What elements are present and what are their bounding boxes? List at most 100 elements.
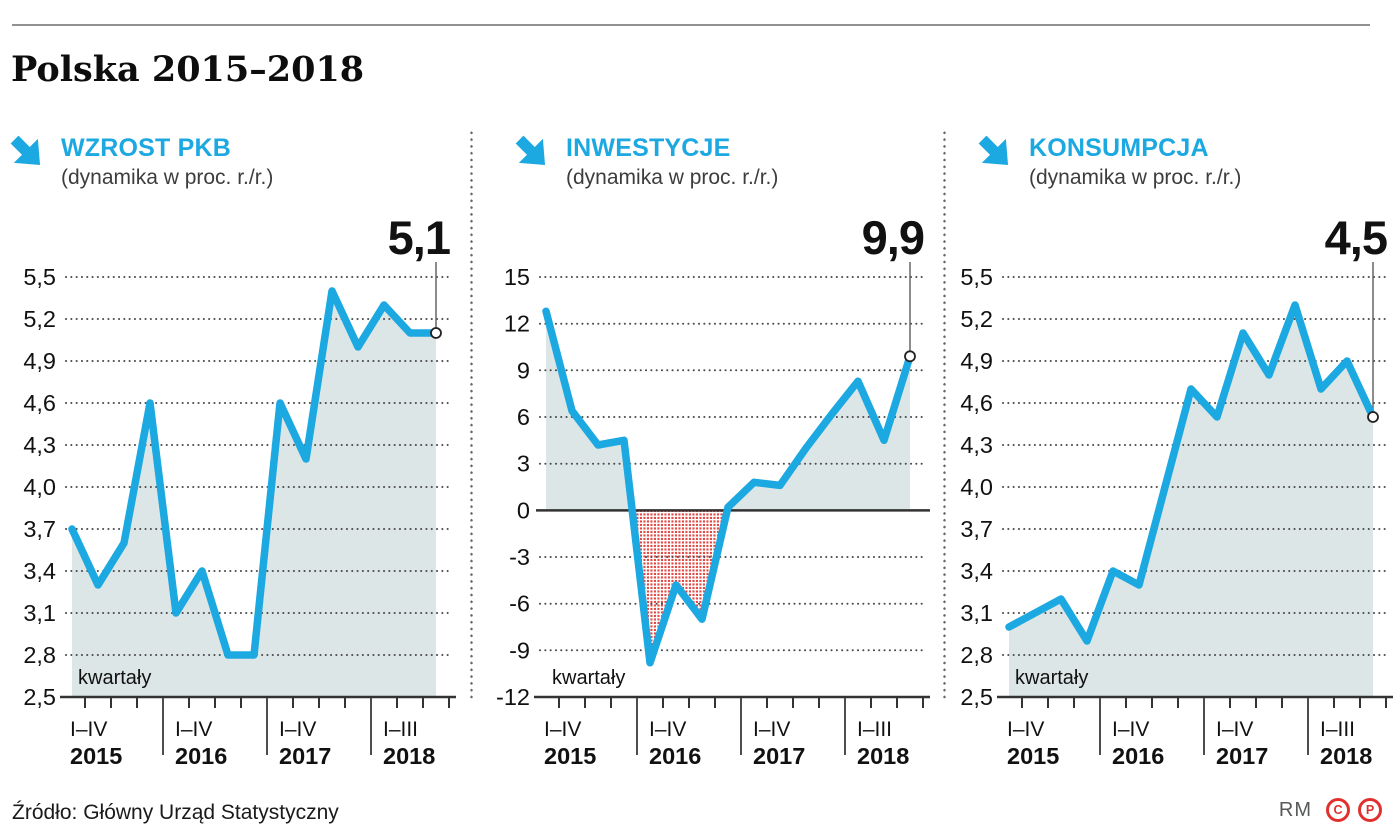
svg-text:4,0: 4,0	[960, 474, 993, 500]
area-fills	[72, 291, 436, 697]
x-group-quarters-label: I–IV	[1112, 718, 1149, 741]
svg-text:12: 12	[504, 311, 530, 337]
panel-consumption: KONSUMPCJA (dynamika w proc. r./r.) I–IV…	[945, 128, 1400, 780]
panel-investments: INWESTYCJE (dynamika w proc. r./r.) I–IV…	[482, 128, 940, 780]
svg-text:3,4: 3,4	[23, 558, 56, 584]
svg-text:4,9: 4,9	[23, 348, 56, 374]
svg-text:5,5: 5,5	[23, 264, 56, 290]
svg-text:2,8: 2,8	[960, 642, 993, 668]
svg-text:3,1: 3,1	[23, 600, 56, 626]
series-line	[68, 287, 440, 659]
y-axis-labels: 5,5 5,2 4,9 4,6 4,3 4,0 3,7 3,4 3,1 2,8 2,5	[960, 264, 993, 710]
svg-text:5,2: 5,2	[960, 306, 993, 332]
x-group-year-label: 2018	[383, 743, 435, 769]
panel-gdp-header-text: WZROST PKB (dynamika w proc. r./r.)	[61, 133, 273, 191]
series-area-fill	[1009, 305, 1373, 697]
svg-text:4,6: 4,6	[960, 390, 993, 416]
svg-text:4,3: 4,3	[960, 432, 993, 458]
svg-text:3,7: 3,7	[960, 516, 993, 542]
x-group-year-label: 2015	[1007, 743, 1059, 769]
panel-gdp: WZROST PKB (dynamika w proc. r./r.) I–IV…	[8, 128, 466, 780]
x-group-year-label: 2018	[857, 743, 909, 769]
panel-investments-title: INWESTYCJE	[566, 134, 731, 162]
end-value-label: 4,5	[1325, 211, 1387, 264]
panel-divider-1	[470, 130, 473, 700]
end-marker	[1367, 411, 1379, 423]
arrow-down-right-icon	[976, 133, 1016, 173]
svg-text:4,0: 4,0	[23, 474, 56, 500]
svg-text:3,4: 3,4	[960, 558, 993, 584]
x-group-year-label: 2017	[279, 743, 331, 769]
x-axis-note: kwartały	[552, 667, 625, 689]
svg-text:4,3: 4,3	[23, 432, 56, 458]
panel-gdp-header: WZROST PKB (dynamika w proc. r./r.)	[8, 128, 466, 205]
area-fills	[1009, 305, 1373, 697]
gdp-line-chart: I–IV2015I–IV2016I–IV2017I–III20185,55,24…	[23, 211, 456, 769]
svg-text:4,6: 4,6	[23, 390, 56, 416]
panel-divider-2	[943, 130, 946, 700]
svg-text:2,8: 2,8	[23, 642, 56, 668]
x-group-year-label: 2018	[1320, 743, 1372, 769]
x-group-quarters-label: I–IV	[1216, 718, 1253, 741]
copyright-c-icon: C	[1326, 798, 1350, 822]
svg-text:0: 0	[517, 497, 530, 523]
x-group-quarters-label: I–IV	[544, 718, 581, 741]
top-rule	[12, 24, 1370, 26]
svg-text:9: 9	[517, 357, 530, 383]
gridlines	[1002, 276, 1386, 656]
y-axis-labels: 15 12 9 6 3 0 -3 -6 -9 -12	[496, 264, 530, 710]
svg-text:2,5: 2,5	[960, 684, 993, 710]
panel-consumption-title: KONSUMPCJA	[1029, 134, 1209, 162]
svg-text:5,2: 5,2	[23, 306, 56, 332]
svg-text:3: 3	[517, 451, 530, 477]
x-group-quarters-label: I–IV	[175, 718, 212, 741]
x-group-year-label: 2016	[649, 743, 701, 769]
panel-investments-header: INWESTYCJE (dynamika w proc. r./r.)	[482, 128, 940, 205]
panel-consumption-subtitle: (dynamika w proc. r./r.)	[1029, 166, 1242, 189]
source-note: Źródło: Główny Urząd Statystyczny	[12, 801, 339, 824]
end-value-label: 9,9	[862, 211, 924, 264]
page-title: Polska 2015–2018	[11, 49, 365, 90]
svg-text:-12: -12	[496, 684, 530, 710]
panel-gdp-title: WZROST PKB	[61, 134, 232, 162]
x-group-quarters-label: I–III	[383, 718, 418, 741]
x-group-quarters-label: I–IV	[279, 718, 316, 741]
credits: RM C P	[1279, 798, 1382, 822]
series-area-fill	[546, 311, 633, 511]
investments-line-chart: I–IV2015I–IV2016I–IV2017I–III20181512963…	[496, 211, 930, 769]
svg-text:-9: -9	[509, 637, 530, 663]
panel-investments-header-text: INWESTYCJE (dynamika w proc. r./r.)	[566, 133, 778, 191]
svg-text:3,1: 3,1	[960, 600, 993, 626]
author-initials: RM	[1278, 798, 1312, 821]
x-group-quarters-label: I–IV	[70, 718, 107, 741]
panel-gdp-subtitle: (dynamika w proc. r./r.)	[61, 166, 274, 189]
svg-text:4,9: 4,9	[960, 348, 993, 374]
series-area-fill	[72, 291, 436, 697]
copyright-p-icon: P	[1358, 798, 1382, 822]
panel-investments-subtitle: (dynamika w proc. r./r.)	[566, 166, 779, 189]
series-line	[542, 307, 914, 667]
end-value-label: 5,1	[388, 211, 450, 264]
x-group-quarters-label: I–IV	[1007, 718, 1044, 741]
x-group-quarters-label: I–III	[857, 718, 892, 741]
x-axis-note: kwartały	[78, 667, 151, 689]
series-line	[1005, 301, 1377, 645]
x-group-quarters-label: I–IV	[649, 718, 686, 741]
svg-text:6: 6	[517, 404, 530, 430]
x-axis-note: kwartały	[1015, 667, 1088, 689]
svg-text:-3: -3	[509, 544, 530, 570]
x-group-year-label: 2016	[1112, 743, 1164, 769]
x-group-year-label: 2017	[753, 743, 805, 769]
arrow-down-right-icon	[513, 133, 553, 173]
svg-text:5,5: 5,5	[960, 264, 993, 290]
panel-consumption-header-text: KONSUMPCJA (dynamika w proc. r./r.)	[1029, 133, 1241, 191]
end-marker	[904, 350, 916, 363]
panel-consumption-header: KONSUMPCJA (dynamika w proc. r./r.)	[945, 128, 1400, 205]
arrow-down-right-icon	[8, 133, 48, 173]
svg-text:3,7: 3,7	[23, 516, 56, 542]
